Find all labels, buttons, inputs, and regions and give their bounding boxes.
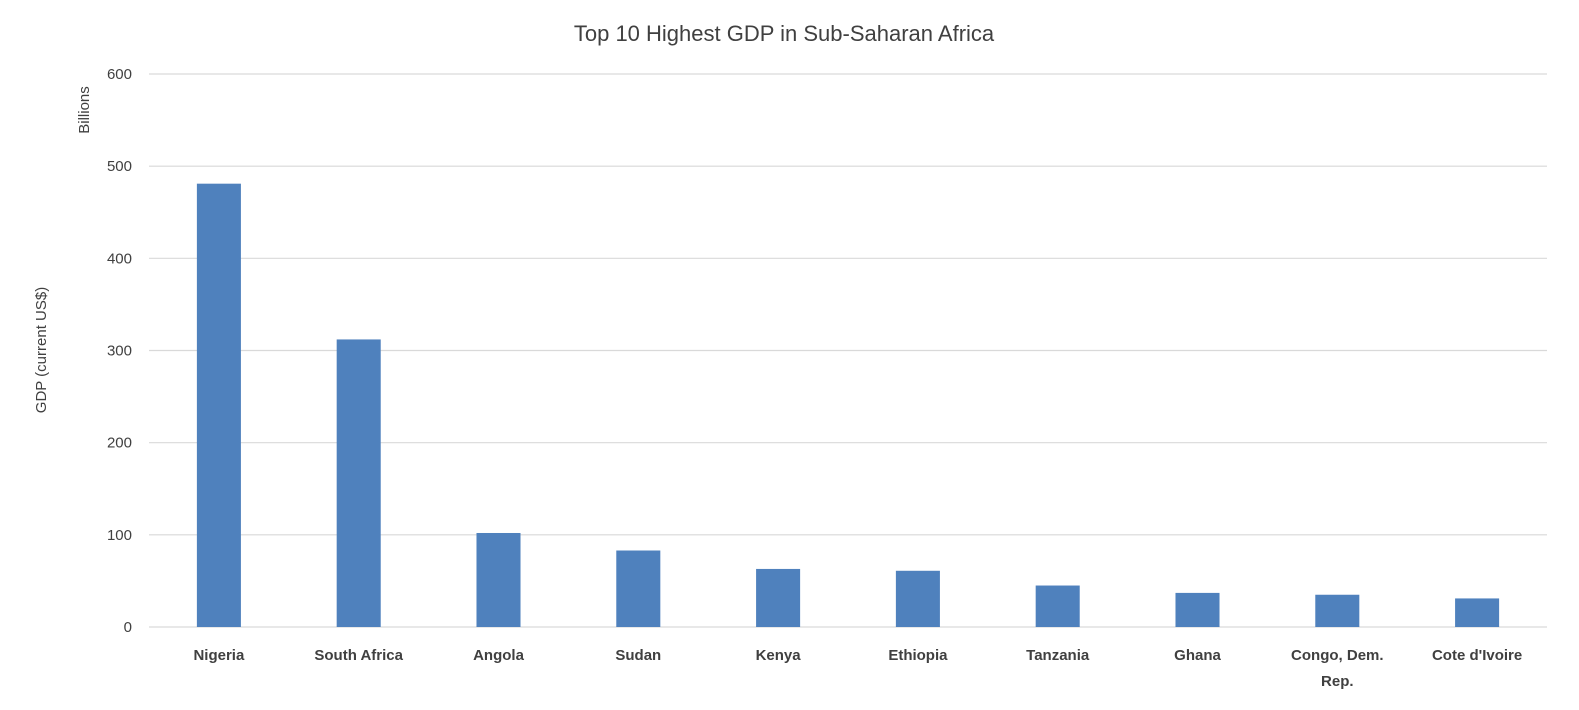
x-category-label: Tanzania xyxy=(1026,647,1090,664)
bar-tanzania xyxy=(1035,585,1080,627)
x-category-label: Sudan xyxy=(615,647,661,664)
x-category-label: Cote d'Ivoire xyxy=(1432,647,1522,664)
y-tick-label: 600 xyxy=(107,66,132,83)
y-tick-label: 200 xyxy=(107,435,132,452)
bar-ethiopia xyxy=(895,570,940,627)
x-category-label: Congo, Dem. Rep. xyxy=(1291,647,1384,690)
y-axis-ticks: 0 100 200 300 400 500 600 xyxy=(107,66,132,636)
y-axis-title: GDP (current US$) xyxy=(33,287,50,413)
y-tick-label: 100 xyxy=(107,527,132,544)
bar-congo-dem-rep xyxy=(1315,594,1360,627)
y-tick-label: 300 xyxy=(107,343,132,360)
bar-ghana xyxy=(1175,592,1220,627)
y-tick-label: 500 xyxy=(107,158,132,175)
bars xyxy=(196,183,1500,627)
bar-south-africa xyxy=(336,339,381,627)
x-category-label: Ethiopia xyxy=(888,647,948,664)
y-axis-unit-label: Billions xyxy=(76,86,93,134)
bar-angola xyxy=(476,532,521,627)
x-category-label: Ghana xyxy=(1174,647,1221,664)
chart-title: Top 10 Highest GDP in Sub-Saharan Africa xyxy=(574,21,995,46)
bar-cote-d-ivoire xyxy=(1455,598,1500,627)
x-category-label: Kenya xyxy=(756,647,802,664)
y-tick-label: 0 xyxy=(124,619,132,636)
x-category-label: South Africa xyxy=(314,647,403,664)
bar-sudan xyxy=(616,550,661,627)
x-category-label: Angola xyxy=(473,647,524,664)
bar-nigeria xyxy=(196,183,241,627)
bar-kenya xyxy=(756,568,801,627)
y-tick-label: 400 xyxy=(107,250,132,267)
x-category-label: Nigeria xyxy=(193,647,245,664)
gridlines xyxy=(149,73,1547,628)
x-axis-labels: Nigeria South Africa Angola Sudan Kenya Ethio… xyxy=(193,647,1522,690)
